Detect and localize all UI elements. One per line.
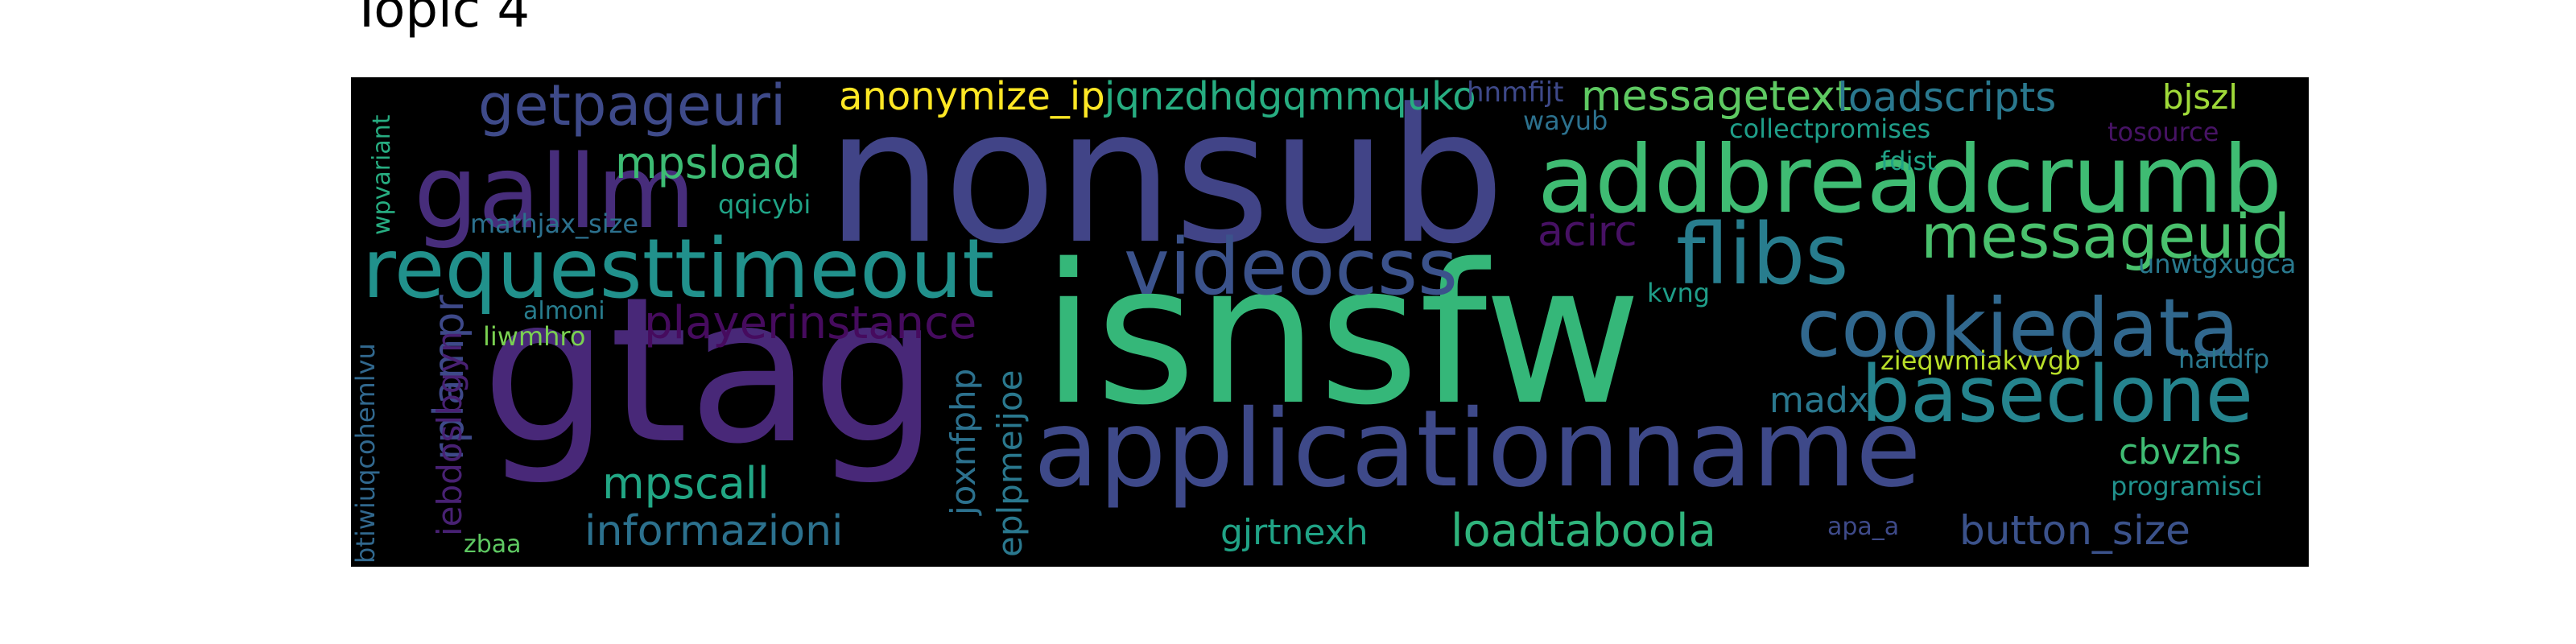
word-madx: madx <box>1769 380 1869 421</box>
plot-title: Topic 4 <box>351 0 530 39</box>
word-isnsfw: isnsfw <box>1042 222 1642 448</box>
word-videocss: videocss <box>1124 222 1459 312</box>
word-baseclone: baseclone <box>1861 349 2253 440</box>
word-joxnfphp: joxnfphp <box>943 368 983 515</box>
word-btiwiuqcohemlvu: btiwiuqcohemlvu <box>351 343 381 564</box>
word-cbvzhs: cbvzhs <box>2119 431 2242 473</box>
word-gtag: gtag <box>481 254 939 488</box>
word-requesttimeout: requesttimeout <box>362 221 995 317</box>
word-liwmhro: liwmhro <box>483 321 586 352</box>
word-eplpmeijoe: eplpmeijoe <box>990 369 1030 557</box>
word-programisci: programisci <box>2111 471 2263 502</box>
word-nonsub: nonsub <box>826 77 1505 285</box>
word-zbaa: zbaa <box>464 530 522 559</box>
word-loadscripts: loadscripts <box>1837 77 2057 121</box>
word-addbreadcrumb: addbreadcrumb <box>1538 126 2282 234</box>
word-gjrtnexh: gjrtnexh <box>1220 512 1368 553</box>
word-playerinstance: playerinstance <box>644 297 977 349</box>
word-informazioni: informazioni <box>584 507 844 555</box>
word-cookiedata: cookiedata <box>1797 281 2240 375</box>
word-jqnzdhdgqmmquko: jqnzdhdgqmmquko <box>1104 77 1476 119</box>
word-hnmfijt: hnmfijt <box>1467 77 1564 109</box>
word-wayub: wayub <box>1523 105 1608 136</box>
word-mathjax_size: mathjax_size <box>470 208 639 239</box>
word-applicationname: applicationname <box>1034 387 1922 511</box>
word-gallm: gallm <box>414 133 696 251</box>
word-apa_a: apa_a <box>1827 513 1900 541</box>
word-getpageuri: getpageuri <box>478 77 786 138</box>
word-zieqwmiakvvgb: zieqwmiakvvgb <box>1880 345 2081 376</box>
word-collectpromises: collectpromises <box>1729 114 1931 144</box>
word-messageuid: messageuid <box>1921 200 2291 272</box>
word-unwtgxugca: unwtgxugca <box>2138 249 2297 279</box>
word-almoni: almoni <box>523 297 605 325</box>
word-wpvariant: wpvariant <box>368 114 396 235</box>
word-flibs: flibs <box>1676 205 1849 303</box>
word-messagetext: messagetext <box>1581 77 1852 121</box>
word-loadtaboola: loadtaboola <box>1451 505 1716 557</box>
word-acirc: acirc <box>1538 208 1637 256</box>
word-button_size: button_size <box>1959 507 2190 554</box>
word-kvng: kvng <box>1647 278 1711 308</box>
word-anonymize_ip: anonymize_ip <box>839 77 1105 119</box>
word-cloud: nonsub isnsfw gtag applicationname addbr… <box>351 77 2309 567</box>
word-haltdfp: haltdfp <box>2178 344 2270 374</box>
word-tosource: tosource <box>2107 117 2219 147</box>
word-iebdoslbgyn: iebdoslbgyn <box>430 331 469 536</box>
word-mpsload: mpsload <box>615 138 801 188</box>
word-bjszl: bjszl <box>2162 77 2238 117</box>
word-fdist: fdist <box>1880 146 1937 176</box>
word-mpscall: mpscall <box>602 458 770 509</box>
word-qqicybi: qqicybi <box>718 189 811 220</box>
